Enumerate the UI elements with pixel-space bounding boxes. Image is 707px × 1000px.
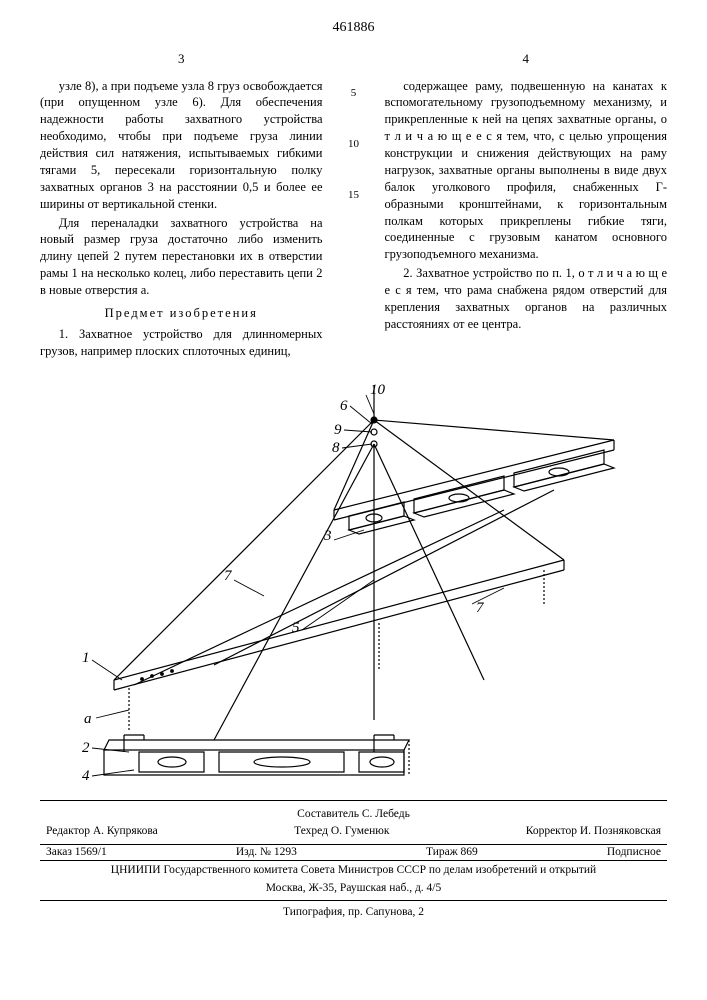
right-col-number: 4 xyxy=(385,50,668,68)
svg-text:a: a xyxy=(84,711,92,727)
svg-text:7: 7 xyxy=(224,568,233,584)
left-p1: узле 8), а при подъеме узла 8 груз освоб… xyxy=(40,78,323,213)
figure: 1 a 2 4 5 10 6 9 8 7 7 3 xyxy=(40,380,667,790)
svg-text:1: 1 xyxy=(82,650,90,666)
imprint-podpis: Подписное xyxy=(607,845,661,861)
section-heading: Предмет изобретения xyxy=(40,305,323,322)
imprint-block: Составитель С. Лебедь Редактор А. Купряк… xyxy=(40,800,667,921)
imprint-org: ЦНИИПИ Государственного комитета Совета … xyxy=(40,863,667,879)
linenum-10: 10 xyxy=(347,137,361,152)
svg-text:8: 8 xyxy=(332,440,340,456)
imprint-compiler: Составитель С. Лебедь xyxy=(40,807,667,823)
linenum-15: 15 xyxy=(347,188,361,203)
linenum-5: 5 xyxy=(347,86,361,101)
imprint-order: Заказ 1569/1 xyxy=(46,845,107,861)
imprint-techred: Техред О. Гуменюк xyxy=(294,824,389,840)
svg-text:3: 3 xyxy=(323,528,332,544)
left-p2: Для переналадки захватного устройства на… xyxy=(40,215,323,299)
text-columns: 3 узле 8), а при подъеме узла 8 груз осв… xyxy=(40,50,667,362)
left-p3: 1. Захватное устройство для длинномерных… xyxy=(40,326,323,360)
right-p2: 2. Захватное устройство по п. 1, о т л и… xyxy=(385,265,668,333)
imprint-corrector: Корректор И. Позняковская xyxy=(526,824,661,840)
svg-text:2: 2 xyxy=(82,740,90,756)
imprint-tirazh: Тираж 869 xyxy=(426,845,478,861)
svg-text:4: 4 xyxy=(82,768,90,784)
right-p1: содержащее раму, подвешенную на канатах … xyxy=(385,78,668,264)
imprint-editor: Редактор А. Купрякова xyxy=(46,824,158,840)
left-column: 3 узле 8), а при подъеме узла 8 груз осв… xyxy=(40,50,323,362)
svg-text:6: 6 xyxy=(340,398,348,414)
patent-number: 461886 xyxy=(40,20,667,36)
line-numbers: 5 10 15 xyxy=(347,50,361,362)
left-col-number: 3 xyxy=(40,50,323,68)
imprint-izd: Изд. № 1293 xyxy=(236,845,297,861)
svg-text:5: 5 xyxy=(292,620,300,636)
page: 461886 3 узле 8), а при подъеме узла 8 г… xyxy=(0,0,707,1000)
right-column: 4 содержащее раму, подвешенную на каната… xyxy=(385,50,668,362)
imprint-typ: Типография, пр. Сапунова, 2 xyxy=(40,900,667,921)
svg-text:9: 9 xyxy=(334,422,342,438)
svg-text:7: 7 xyxy=(476,600,485,616)
svg-text:10: 10 xyxy=(370,382,386,398)
imprint-addr: Москва, Ж-35, Раушская наб., д. 4/5 xyxy=(40,881,667,897)
figure-svg: 1 a 2 4 5 10 6 9 8 7 7 3 xyxy=(74,380,634,790)
